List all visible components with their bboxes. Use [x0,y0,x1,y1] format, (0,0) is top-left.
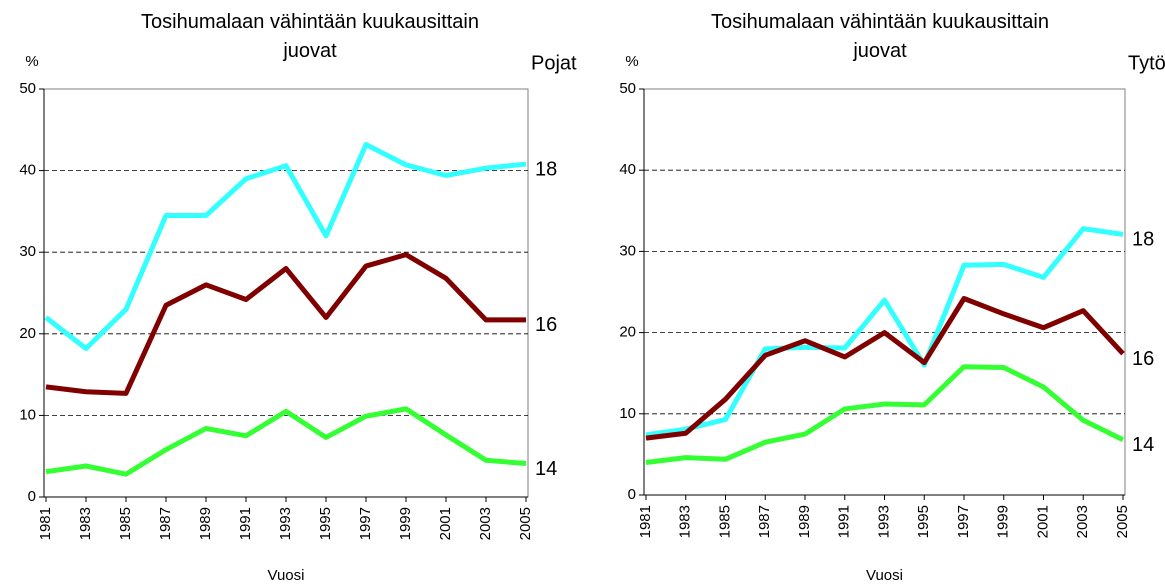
y-tick-label: 0 [628,486,636,503]
series-line [645,295,1125,441]
series-line [45,406,527,477]
y-axis-label: % [25,53,38,70]
x-tick-label: 1985 [716,505,733,538]
x-tick-label: 1997 [955,505,972,538]
y-tick-label: 10 [19,406,36,423]
x-tick-label: 1985 [117,507,134,540]
x-tick-label: 1989 [796,505,813,538]
y-tick-label: 30 [619,242,636,259]
series-line [645,364,1125,466]
x-tick-label: 1995 [915,505,932,538]
series-line [45,252,526,396]
plot-frame [643,88,1126,496]
y-tick-label: 40 [619,161,636,178]
chart-title: Tosihumalaan vähintään kuukausittain juo… [141,11,479,62]
y-tick-label: 0 [28,488,36,505]
x-tick-label: 1997 [357,507,374,540]
x-tick-label: 1987 [756,505,773,538]
x-tick-label: 1999 [995,505,1012,538]
group-label: Tytöt [1128,52,1165,74]
x-axis-label: Vuosi [268,567,305,584]
x-tick-label: 2001 [1034,505,1051,538]
x-tick-label: 1983 [677,505,694,538]
y-tick-label: 40 [19,162,36,179]
series-label: 16 [535,314,557,336]
plot-frame [43,88,529,498]
x-tick-label: 1991 [836,505,853,538]
y-axis-label: % [625,53,638,70]
x-tick-label: 1993 [875,505,892,538]
chart-title: Tosihumalaan vähintään kuukausittain juo… [711,11,1049,62]
x-tick-label: 1981 [637,505,654,538]
y-tick-label: 20 [19,325,36,342]
series-label: 18 [535,158,557,180]
x-tick-label: 2005 [517,507,534,540]
x-tick-label: 2001 [437,507,454,540]
series-label: 18 [1132,229,1154,251]
x-tick-label: 1989 [197,507,214,540]
y-tick-label: 10 [619,405,636,422]
x-tick-label: 1983 [77,507,94,540]
series-line [44,141,527,351]
x-tick-label: 1999 [397,507,414,540]
x-tick-label: 2003 [477,507,494,540]
x-tick-label: 2005 [1114,505,1131,538]
x-tick-label: 1991 [237,507,254,540]
x-tick-label: 1993 [277,507,294,540]
x-tick-label: 1987 [157,507,174,540]
y-tick-label: 20 [619,324,636,341]
x-tick-label: 1995 [317,507,334,540]
y-tick-label: 50 [619,80,636,97]
series-line [645,226,1124,438]
x-tick-label: 1981 [37,507,54,540]
y-tick-label: 30 [19,243,36,260]
y-tick-label: 50 [19,80,36,97]
x-tick-label: 2003 [1074,505,1091,538]
group-label: Pojat [531,52,577,74]
series-label: 14 [535,458,557,480]
x-axis-label: Vuosi [866,567,903,584]
series-label: 16 [1132,348,1154,370]
series-label: 14 [1132,434,1154,456]
